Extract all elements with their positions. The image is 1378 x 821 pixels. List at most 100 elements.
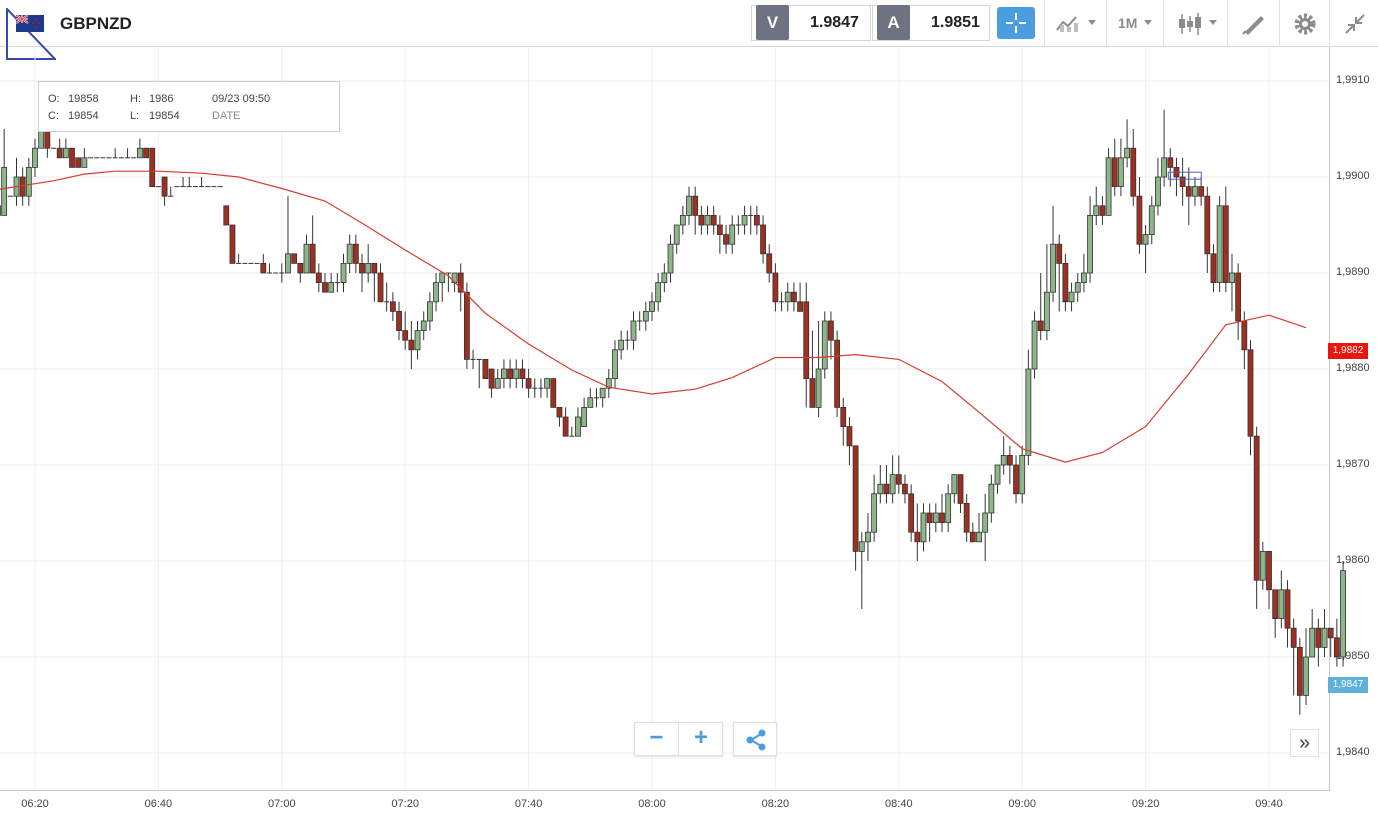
- candle-body: [908, 493, 915, 533]
- candle-body: [19, 176, 26, 197]
- candle-body: [56, 147, 63, 159]
- candle-body: [871, 493, 878, 533]
- candle-body: [433, 282, 439, 303]
- last-price-tag: 1,9847: [1328, 677, 1368, 693]
- open-label: O:: [48, 93, 60, 105]
- candle-body: [463, 291, 470, 360]
- candle-body: [605, 378, 612, 389]
- candle-body: [223, 205, 230, 226]
- candle-body: [920, 512, 927, 543]
- candle-body: [494, 378, 501, 389]
- candle-body: [377, 272, 384, 303]
- candle-body: [1056, 243, 1063, 264]
- candle-body: [1229, 272, 1235, 284]
- candle-body: [797, 301, 803, 312]
- candle-body: [692, 195, 699, 216]
- candle-body: [889, 474, 896, 495]
- price-tick-label: 1,9900: [1336, 170, 1370, 182]
- candle-body: [1087, 214, 1093, 274]
- candle-body: [519, 368, 526, 379]
- candle-body: [1315, 627, 1322, 648]
- moving-average-line: [0, 170, 1307, 463]
- candle-style-button[interactable]: [1163, 0, 1227, 47]
- timeframe-button[interactable]: 1M: [1106, 0, 1163, 47]
- candle-body: [630, 320, 637, 341]
- candle-body: [766, 253, 773, 274]
- candle-body: [1179, 176, 1186, 187]
- candle-body: [1198, 186, 1205, 197]
- candle-body: [365, 262, 372, 274]
- candle-body: [346, 243, 353, 264]
- close-label: C:: [48, 110, 59, 122]
- collapse-button[interactable]: [1329, 0, 1378, 47]
- zoom-in-button[interactable]: +: [693, 724, 708, 751]
- time-tick-label: 09:00: [1008, 798, 1036, 810]
- chart-type-button[interactable]: [1044, 0, 1106, 47]
- time-tick-label: 07:40: [514, 798, 543, 810]
- candle-body: [1222, 205, 1229, 284]
- chevron-down-icon: [1088, 20, 1096, 25]
- candle-body: [1321, 627, 1328, 648]
- drawing-tools-button[interactable]: [1227, 0, 1279, 47]
- candle-body: [513, 368, 520, 379]
- candle-body: [840, 406, 847, 427]
- candle-body: [809, 378, 816, 408]
- buy-price[interactable]: 1.9851: [931, 14, 980, 31]
- settings-button[interactable]: [1279, 0, 1329, 47]
- candle-body: [575, 416, 581, 437]
- candle-body: [587, 397, 594, 408]
- candle-body: [260, 262, 267, 274]
- low-value: 19854: [149, 110, 180, 122]
- scroll-to-latest-button[interactable]: »: [1290, 729, 1319, 757]
- open-value: 19858: [68, 93, 99, 105]
- candle-body: [877, 483, 884, 495]
- candle-body: [291, 253, 298, 264]
- sell-badge[interactable]: V: [756, 5, 789, 40]
- date-value: 09/23 09:50: [212, 93, 271, 105]
- price-axis-line: [1329, 47, 1330, 791]
- time-axis-line: [0, 790, 1330, 791]
- candle-body: [883, 483, 890, 495]
- candle-body: [1124, 147, 1130, 159]
- buy-badge[interactable]: A: [877, 5, 910, 40]
- candle-body: [62, 147, 69, 159]
- candle-body: [1167, 157, 1174, 168]
- share-button[interactable]: [733, 722, 777, 756]
- candle-body: [963, 502, 970, 533]
- candle-body: [846, 426, 853, 447]
- candle-body: [760, 224, 766, 255]
- timeframe-label: 1M: [1118, 15, 1138, 31]
- candle-style-icon: [1179, 13, 1201, 35]
- sell-price[interactable]: 1.9847: [810, 14, 859, 31]
- candle-body: [679, 214, 686, 226]
- high-label: H:: [130, 93, 141, 105]
- settings-icon: [1294, 13, 1316, 35]
- candle-body: [686, 195, 692, 216]
- instrument-symbol[interactable]: GBPNZD: [60, 14, 132, 33]
- candle-body: [229, 224, 236, 264]
- price-tick-label: 1,9890: [1336, 266, 1370, 278]
- candle-body: [143, 147, 149, 159]
- candle-body: [81, 157, 88, 168]
- candle-body: [420, 320, 427, 331]
- zoom-out-button[interactable]: −: [635, 723, 679, 755]
- candle-body: [753, 214, 760, 226]
- time-tick-label: 07:20: [391, 798, 419, 810]
- crosshair-button[interactable]: [997, 7, 1035, 39]
- candle-body: [926, 512, 933, 523]
- price-chart[interactable]: [0, 47, 1378, 821]
- candle-body: [1284, 589, 1291, 629]
- candle-body: [945, 493, 952, 523]
- candle-body: [803, 301, 810, 380]
- chart-toolbar: GBPNZD V 1.9847 A 1.9851 1M: [0, 0, 1378, 60]
- price-tick-label: 1,9910: [1336, 74, 1370, 86]
- candle-body: [1142, 234, 1149, 245]
- candle-body: [618, 339, 625, 351]
- candle-body: [1062, 262, 1069, 303]
- candle-body: [1148, 205, 1155, 236]
- candle-body: [285, 253, 291, 274]
- candle-body: [1303, 656, 1309, 696]
- candle-body: [371, 262, 378, 274]
- time-tick-label: 08:40: [885, 798, 913, 810]
- candle-body: [1216, 205, 1223, 284]
